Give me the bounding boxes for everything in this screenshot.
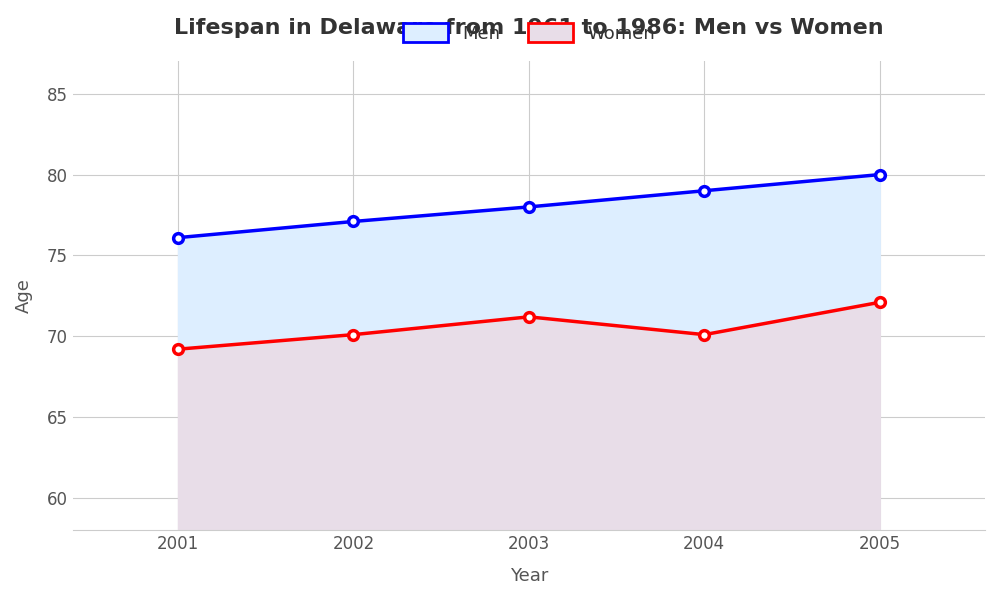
X-axis label: Year: Year (510, 567, 548, 585)
Legend: Men, Women: Men, Women (394, 14, 664, 52)
Y-axis label: Age: Age (15, 278, 33, 313)
Title: Lifespan in Delaware from 1961 to 1986: Men vs Women: Lifespan in Delaware from 1961 to 1986: … (174, 17, 884, 38)
